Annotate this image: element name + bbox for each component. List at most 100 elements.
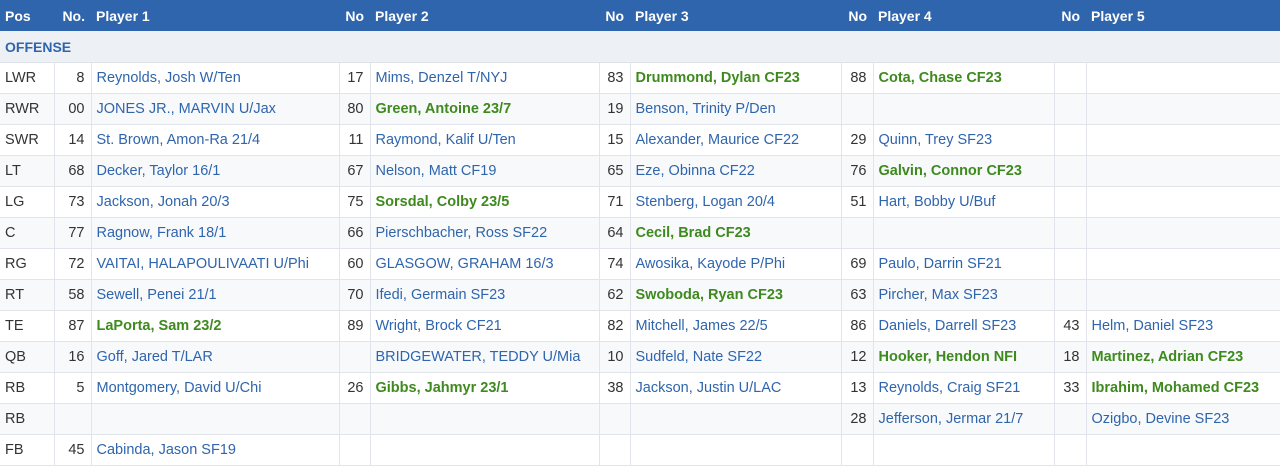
player-link[interactable]: Cabinda, Jason SF19 [91,434,340,466]
header-no-2: No [339,0,370,31]
position-cell: FB [0,434,55,466]
header-no-4: No [841,0,873,31]
player-link[interactable]: Raymond, Kalif U/Ten [370,124,600,156]
jersey-number-cell: 74 [599,248,631,280]
player-link[interactable]: Gibbs, Jahmyr 23/1 [370,372,600,404]
jersey-number-cell [1054,217,1087,249]
table-row: C 77 Ragnow, Frank 18/1 66 Pierschbacher, Ro… [0,217,1280,249]
player-link[interactable]: Martinez, Adrian CF23 [1086,341,1280,373]
jersey-number-cell: 15 [599,124,631,156]
player-link[interactable]: Drummond, Dylan CF23 [630,62,842,94]
player-link[interactable]: Reynolds, Craig SF21 [873,372,1055,404]
header-player-4: Player 4 [873,0,1054,31]
player-link[interactable]: St. Brown, Amon-Ra 21/4 [91,124,340,156]
jersey-number-cell: 87 [54,310,92,342]
player-link[interactable]: Nelson, Matt CF19 [370,155,600,187]
player-link[interactable]: Sudfeld, Nate SF22 [630,341,842,373]
jersey-number-cell: 29 [841,124,874,156]
player-link[interactable]: Helm, Daniel SF23 [1086,310,1280,342]
player-link[interactable]: Goff, Jared T/LAR [91,341,340,373]
jersey-number-cell: 72 [54,248,92,280]
jersey-number-cell [599,403,631,435]
player-link[interactable]: Jackson, Jonah 20/3 [91,186,340,218]
section-row: OFFENSE [0,31,1280,63]
player-link[interactable]: Montgomery, David U/Chi [91,372,340,404]
empty-player-cell [873,217,1055,249]
empty-player-cell [91,403,340,435]
empty-player-cell [370,434,600,466]
jersey-number-cell: 58 [54,279,92,311]
player-link[interactable]: Mitchell, James 22/5 [630,310,842,342]
player-link[interactable]: Ifedi, Germain SF23 [370,279,600,311]
player-link[interactable]: Jackson, Justin U/LAC [630,372,842,404]
player-link[interactable]: Wright, Brock CF21 [370,310,600,342]
header-pos: Pos [0,0,54,31]
jersey-number-cell: 26 [339,372,371,404]
jersey-number-cell: 80 [339,93,371,125]
position-cell: LT [0,155,55,187]
table-row: RB 5 Montgomery, David U/Chi 26 Gibbs, Jahmy… [0,372,1280,404]
player-link[interactable]: Alexander, Maurice CF22 [630,124,842,156]
player-link[interactable]: Green, Antoine 23/7 [370,93,600,125]
jersey-number-cell: 62 [599,279,631,311]
player-link[interactable]: Eze, Obinna CF22 [630,155,842,187]
jersey-number-cell [1054,434,1087,466]
jersey-number-cell: 19 [599,93,631,125]
player-link[interactable]: JONES JR., MARVIN U/Jax [91,93,340,125]
player-link[interactable]: Cecil, Brad CF23 [630,217,842,249]
player-link[interactable]: Quinn, Trey SF23 [873,124,1055,156]
position-cell: RG [0,248,55,280]
player-link[interactable]: GLASGOW, GRAHAM 16/3 [370,248,600,280]
player-link[interactable]: Reynolds, Josh W/Ten [91,62,340,94]
empty-player-cell [873,93,1055,125]
player-link[interactable]: Ibrahim, Mohamed CF23 [1086,372,1280,404]
player-link[interactable]: Jefferson, Jermar 21/7 [873,403,1055,435]
jersey-number-cell: 51 [841,186,874,218]
jersey-number-cell [1054,124,1087,156]
player-link[interactable]: Sewell, Penei 21/1 [91,279,340,311]
player-link[interactable]: Mims, Denzel T/NYJ [370,62,600,94]
player-link[interactable]: Hart, Bobby U/Buf [873,186,1055,218]
empty-player-cell [1086,279,1280,311]
jersey-number-cell: 69 [841,248,874,280]
player-link[interactable]: Decker, Taylor 16/1 [91,155,340,187]
player-link[interactable]: BRIDGEWATER, TEDDY U/Mia [370,341,600,373]
player-link[interactable]: Stenberg, Logan 20/4 [630,186,842,218]
player-link[interactable]: VAITAI, HALAPOULIVAATI U/Phi [91,248,340,280]
player-link[interactable]: Ragnow, Frank 18/1 [91,217,340,249]
jersey-number-cell [599,434,631,466]
header-player-5: Player 5 [1086,0,1280,31]
table-row: SWR 14 St. Brown, Amon-Ra 21/4 11 Raymond, K… [0,124,1280,156]
jersey-number-cell: 73 [54,186,92,218]
player-link[interactable]: Benson, Trinity P/Den [630,93,842,125]
position-cell: TE [0,310,55,342]
jersey-number-cell: 68 [54,155,92,187]
jersey-number-cell: 45 [54,434,92,466]
player-link[interactable]: Hooker, Hendon NFI [873,341,1055,373]
header-player-3: Player 3 [630,0,841,31]
player-link[interactable]: Ozigbo, Devine SF23 [1086,403,1280,435]
jersey-number-cell: 82 [599,310,631,342]
empty-player-cell [873,434,1055,466]
player-link[interactable]: Pierschbacher, Ross SF22 [370,217,600,249]
table-row: FB 45 Cabinda, Jason SF19 [0,434,1280,466]
player-link[interactable]: LaPorta, Sam 23/2 [91,310,340,342]
player-link[interactable]: Daniels, Darrell SF23 [873,310,1055,342]
jersey-number-cell [339,403,371,435]
jersey-number-cell [1054,62,1087,94]
jersey-number-cell: 76 [841,155,874,187]
jersey-number-cell [1054,155,1087,187]
jersey-number-cell: 38 [599,372,631,404]
header-row: Pos No. Player 1 No Player 2 No Player 3… [0,0,1280,31]
player-link[interactable]: Paulo, Darrin SF21 [873,248,1055,280]
player-link[interactable]: Galvin, Connor CF23 [873,155,1055,187]
jersey-number-cell: 66 [339,217,371,249]
empty-player-cell [1086,155,1280,187]
jersey-number-cell [841,217,874,249]
player-link[interactable]: Cota, Chase CF23 [873,62,1055,94]
player-link[interactable]: Sorsdal, Colby 23/5 [370,186,600,218]
player-link[interactable]: Pircher, Max SF23 [873,279,1055,311]
empty-player-cell [1086,124,1280,156]
player-link[interactable]: Swoboda, Ryan CF23 [630,279,842,311]
player-link[interactable]: Awosika, Kayode P/Phi [630,248,842,280]
